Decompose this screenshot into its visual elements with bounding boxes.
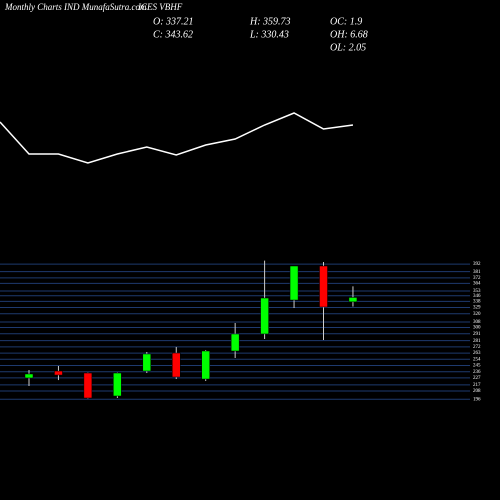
y-tick-label: 254 xyxy=(473,357,481,362)
open-label: O: 337.21 xyxy=(153,16,194,27)
y-tick-label: 196 xyxy=(473,397,481,402)
y-tick-label: 381 xyxy=(473,270,481,275)
y-tick-label: 392 xyxy=(473,262,481,267)
y-tick-label: 372 xyxy=(473,276,481,281)
y-tick-label: 338 xyxy=(473,299,481,304)
candle-body xyxy=(230,333,240,352)
y-tick-label: 329 xyxy=(473,306,481,311)
candle-body xyxy=(348,297,358,303)
y-tick-label: 236 xyxy=(473,370,481,375)
y-tick-label: 364 xyxy=(473,282,481,287)
y-tick-label: 346 xyxy=(473,294,481,299)
y-tick-label: 263 xyxy=(473,351,481,356)
oh-label: OH: 6.68 xyxy=(330,29,368,40)
y-tick-label: 320 xyxy=(473,312,481,317)
candle-body xyxy=(260,297,269,335)
y-tick-label: 245 xyxy=(473,364,481,369)
oc-label: OC: 1.9 xyxy=(330,16,362,27)
ol-label: OL: 2.05 xyxy=(330,42,366,53)
y-tick-label: 291 xyxy=(473,332,481,337)
overlay-line xyxy=(0,112,354,164)
y-tick-label: 227 xyxy=(473,376,481,381)
y-tick-label: 353 xyxy=(473,289,481,294)
y-tick-label: 281 xyxy=(473,339,481,344)
low-label: L: 330.43 xyxy=(249,29,289,40)
high-label: H: 359.73 xyxy=(249,16,291,27)
candle-body xyxy=(289,265,299,301)
y-tick-label: 300 xyxy=(473,326,481,331)
candle-body xyxy=(319,265,328,308)
site-label: Monthly Charts IND MunafaSutra.com xyxy=(4,2,147,12)
y-tick-label: 308 xyxy=(473,320,481,325)
candle-body xyxy=(54,370,63,376)
candle-body xyxy=(24,373,34,379)
y-tick-label: 272 xyxy=(473,345,481,350)
candle-body xyxy=(172,352,181,378)
y-tick-label: 217 xyxy=(473,383,481,388)
candle-body xyxy=(142,353,152,372)
candle-body xyxy=(83,372,93,399)
y-tick-label: 208 xyxy=(473,389,481,394)
candle-body xyxy=(113,372,122,397)
close-label: C: 343.62 xyxy=(153,29,193,40)
candle-body xyxy=(201,350,210,380)
symbol: ICES VBHF xyxy=(137,2,183,12)
